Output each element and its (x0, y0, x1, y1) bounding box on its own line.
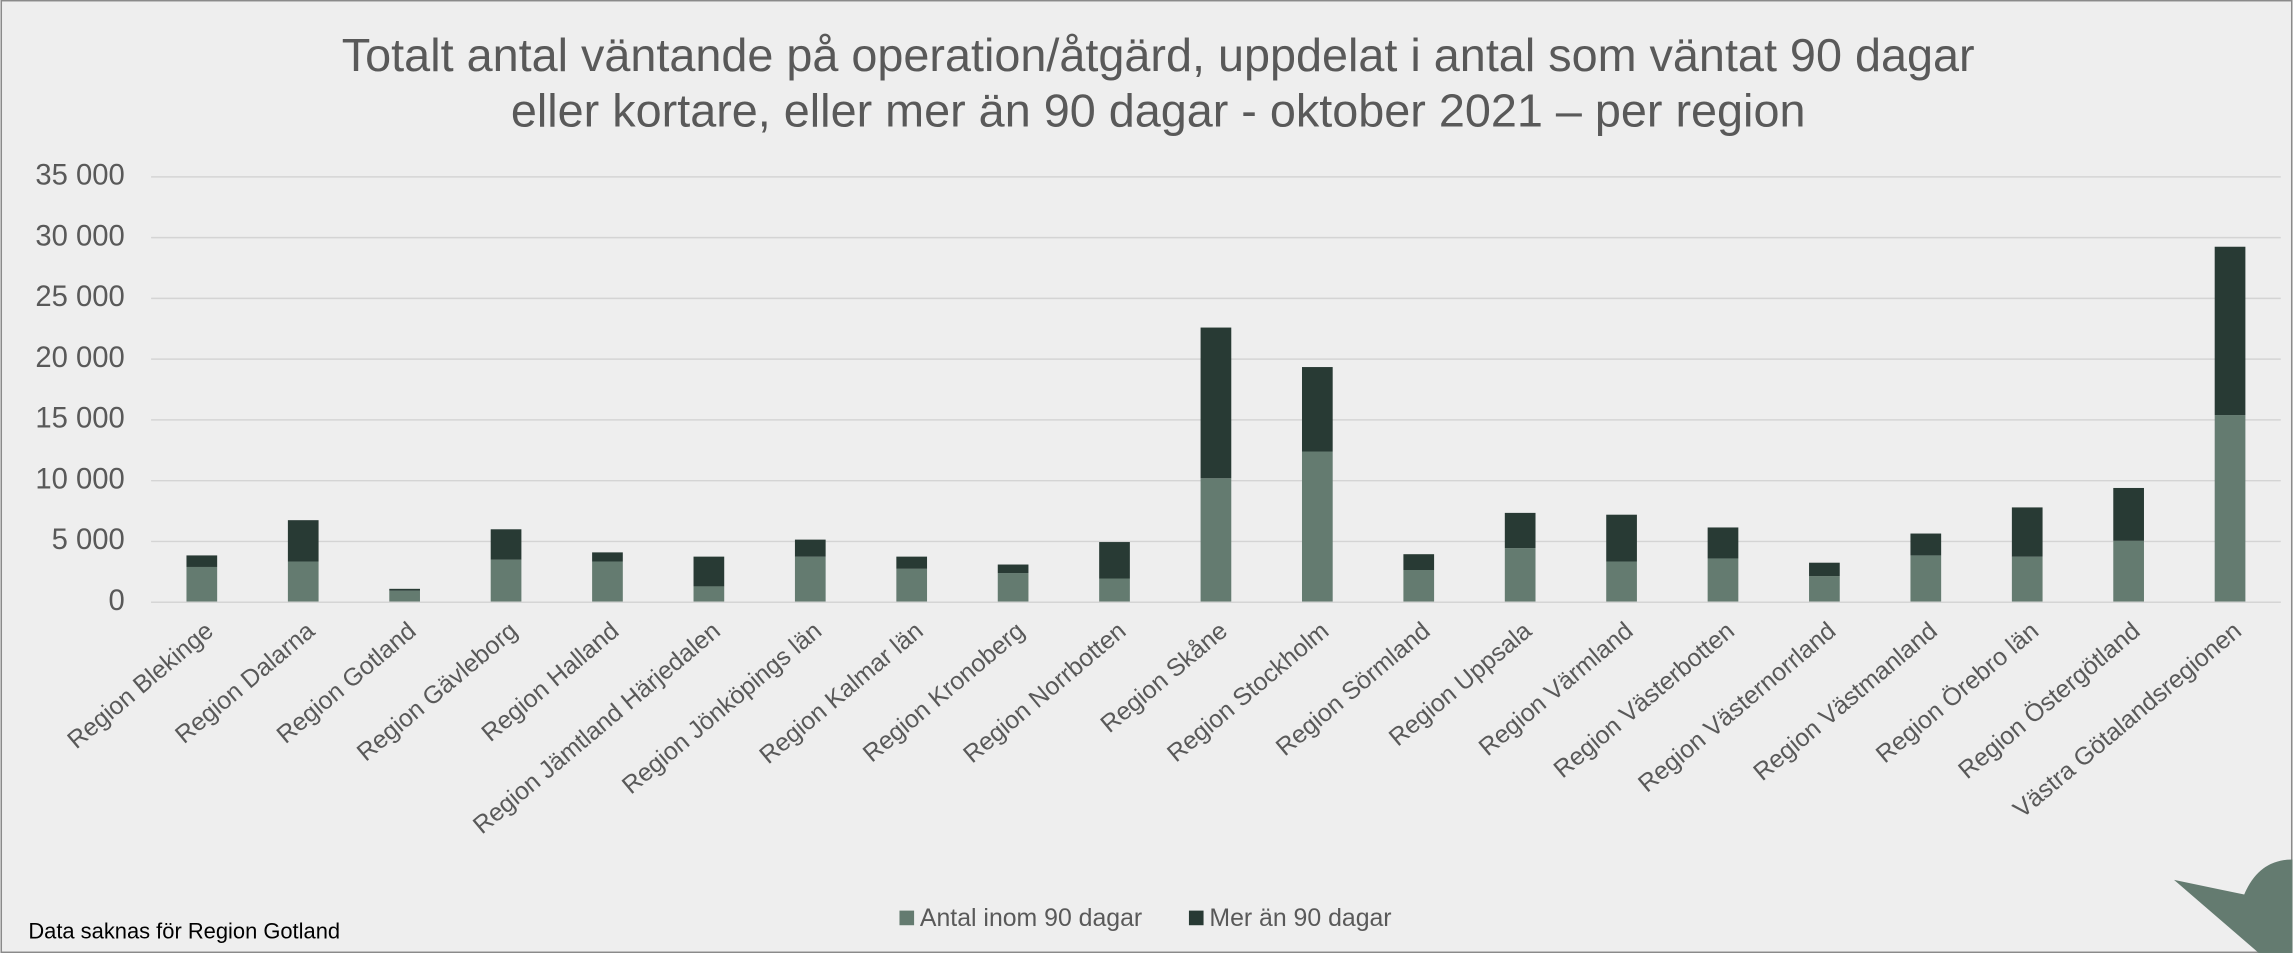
bar-segment (287, 561, 319, 603)
chart-title: eller kortare, eller mer än 90 dagar - o… (511, 84, 1806, 136)
bar-segment (1099, 542, 1130, 579)
bar-segment (2214, 246, 2246, 416)
bar-segment (1606, 561, 1637, 603)
bar-segment (1707, 527, 1739, 559)
bar-segment (1809, 562, 1840, 577)
y-tick-label: 0 (109, 585, 125, 617)
bar-segment (896, 568, 928, 603)
bar-segment (2113, 487, 2144, 541)
bar-segment (287, 520, 319, 562)
legend-swatch (899, 910, 915, 926)
legend-label: Antal inom 90 dagar (920, 905, 1142, 932)
bar-segment (389, 590, 420, 603)
bar-segment (1099, 578, 1130, 603)
bar-segment (1301, 367, 1333, 452)
bar-segment (2214, 415, 2246, 603)
y-tick-label: 20 000 (35, 342, 124, 374)
legend-swatch (1188, 910, 1204, 926)
bar-segment (592, 552, 623, 562)
bar-segment (1200, 478, 1232, 603)
bar-segment (389, 588, 420, 591)
bar-segment (490, 529, 522, 560)
y-tick-label: 30 000 (35, 220, 124, 252)
bar-segment (186, 566, 218, 603)
bar-segment (1504, 548, 1536, 603)
y-tick-label: 15 000 (35, 403, 124, 435)
y-tick-label: 25 000 (35, 281, 124, 313)
chart-title: Totalt antal väntande på operation/åtgär… (342, 29, 1975, 81)
bar-segment (693, 586, 725, 603)
footnote: Data saknas för Region Gotland (28, 918, 340, 943)
bar-segment (794, 539, 826, 557)
bar-segment (1809, 576, 1840, 603)
y-tick-label: 10 000 (35, 463, 124, 495)
bar-segment (1910, 555, 1942, 603)
bar-segment (1403, 569, 1435, 603)
bar-segment (997, 573, 1029, 603)
bar-segment (794, 556, 826, 603)
bar-segment (592, 561, 623, 603)
bar-segment (693, 556, 725, 587)
bar-segment (1910, 533, 1942, 556)
y-tick-label: 5 000 (52, 524, 125, 556)
bar-segment (2011, 507, 2043, 557)
bar-segment (1504, 512, 1536, 549)
bar-segment (490, 559, 522, 603)
bar-segment (896, 556, 928, 569)
logo-shape (2174, 859, 2293, 953)
bar-segment (997, 564, 1029, 574)
bar-segment (2113, 540, 2144, 603)
bar-segment (1403, 554, 1435, 570)
bar-segment (1200, 327, 1232, 479)
bar-segment (1707, 558, 1739, 603)
bar-segment (186, 555, 218, 567)
bar-segment (2011, 556, 2043, 603)
legend-label: Mer än 90 dagar (1209, 905, 1391, 932)
bar-segment (1301, 451, 1333, 603)
y-tick-label: 35 000 (35, 160, 124, 192)
bar-segment (1606, 514, 1637, 562)
